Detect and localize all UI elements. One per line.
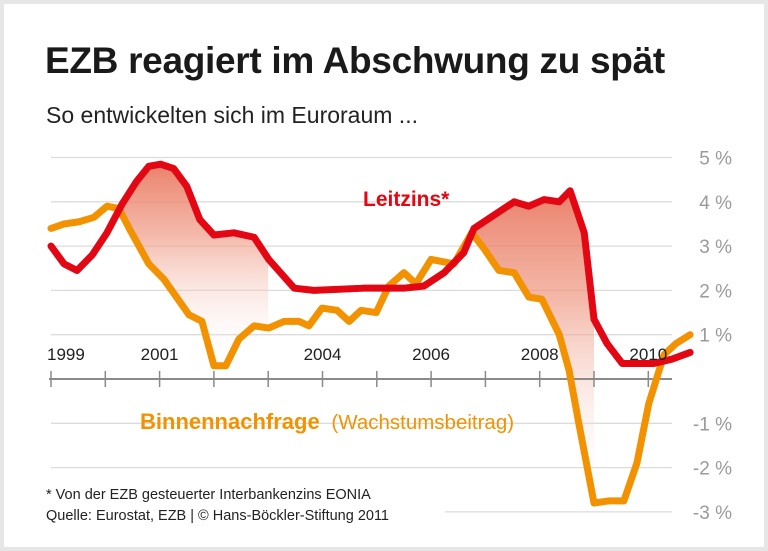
chart: 5 % 4 % 3 % 2 % 1 % -1 % -2 % -3 % 1999 2001 2004 2… [47, 149, 732, 524]
y-tick-label: -2 % [693, 459, 732, 480]
y-tick-label: 2 % [699, 281, 732, 302]
series-label-binnennachfrage-name: Binnennachfrage [140, 409, 320, 434]
footnote: * Von der EZB gesteuerter Interbankenzin… [46, 487, 371, 503]
x-tick-label: 2010 [629, 345, 667, 364]
series-label-binnennachfrage: Binnennachfrage (Wachstumsbeitrag) [140, 409, 514, 434]
x-tick-label: 2004 [304, 345, 342, 364]
footnote-block: * Von der EZB gesteuerter Interbankenzin… [46, 485, 389, 527]
shaded-gap-area [121, 164, 269, 366]
y-tick-label: 5 % [699, 149, 732, 170]
x-tick-label: 1999 [47, 345, 85, 364]
series-label-leitzins: Leitzins* [363, 188, 450, 211]
chart-title: EZB reagiert im Abschwung zu spät [45, 40, 665, 81]
infographic-card: 5 % 4 % 3 % 2 % 1 % -1 % -2 % -3 % 1999 2001 2004 2… [4, 4, 764, 547]
series-label-binnennachfrage-suffix: (Wachstumsbeitrag) [331, 411, 514, 434]
chart-subtitle: So entwickelten sich im Euroraum ... [46, 102, 418, 128]
series-line-binnennachfrage [47, 202, 694, 507]
y-tick-label: -3 % [693, 503, 732, 524]
y-tick-label: 4 % [699, 193, 732, 214]
y-tick-label: 3 % [699, 237, 732, 258]
x-tick-label: 2001 [141, 345, 179, 364]
source: Quelle: Eurostat, EZB | © Hans-Böckler-S… [46, 508, 390, 524]
x-tick-label: 2008 [521, 345, 559, 364]
series-line-leitzins [47, 160, 694, 367]
x-tick-label: 2006 [412, 345, 450, 364]
y-tick-label: 1 % [699, 326, 732, 347]
y-tick-label: -1 % [693, 414, 732, 435]
